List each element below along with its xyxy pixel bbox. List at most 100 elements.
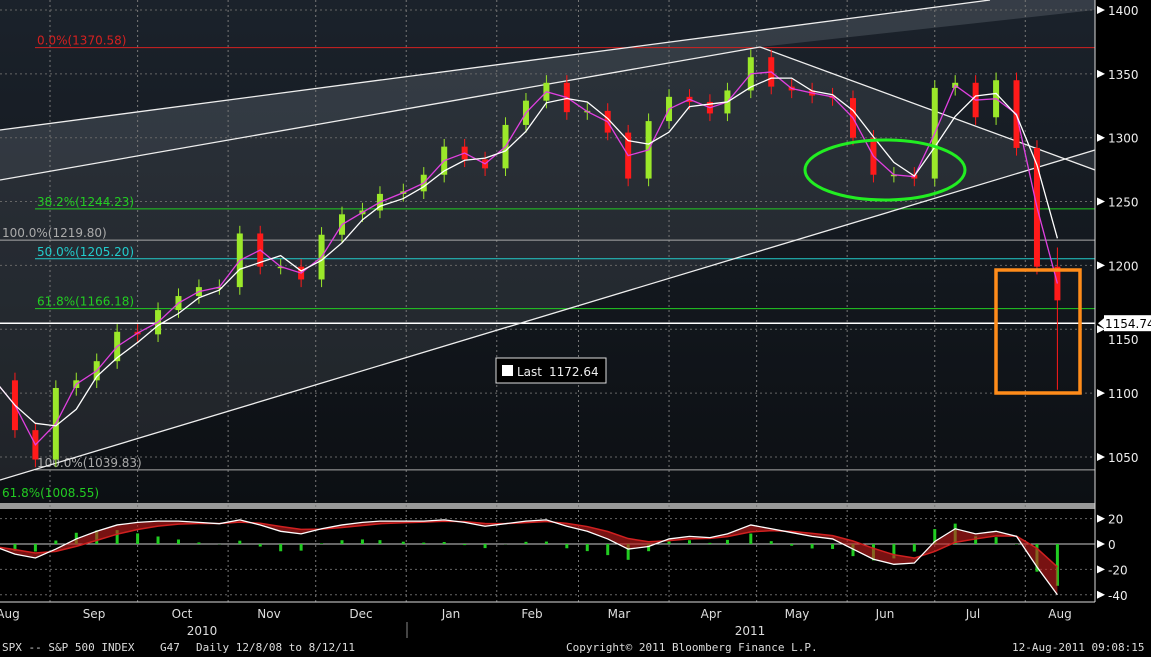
month-label: Aug [1048, 607, 1072, 621]
month-label: May [784, 607, 810, 621]
macd-histogram-bar [422, 542, 426, 544]
tick-marker [1097, 540, 1105, 548]
macd-histogram-bar [463, 544, 467, 546]
tick-marker [1097, 69, 1105, 78]
tick-marker [1097, 6, 1105, 14]
macd-histogram-bar [258, 544, 262, 547]
month-label: Sep [82, 607, 106, 621]
month-label: Jul [965, 607, 981, 621]
highlight-ellipse [803, 138, 967, 202]
macd-histogram-bar [994, 537, 998, 544]
month-label: Feb [521, 607, 543, 621]
tick-marker [1097, 197, 1105, 206]
macd-histogram-bar [13, 544, 17, 551]
channel-band-lower [0, 47, 1095, 480]
macd-histogram-bar [238, 540, 242, 544]
tick-marker [1097, 452, 1105, 461]
macd-histogram-bar [810, 544, 814, 549]
macd-histogram-bar [626, 544, 630, 560]
footer-ticker: SPX -- S&P 500 INDEX [2, 641, 135, 654]
month-label: Nov [257, 607, 281, 621]
month-label: Dec [349, 607, 373, 621]
moving-average-line [0, 77, 1059, 427]
fib-label: 50.0%(1205.20) [37, 245, 134, 259]
footer-timestamp: 12-Aug-2011 09:08:15 [1012, 641, 1145, 654]
macd-histogram-bar [831, 544, 835, 549]
macd-histogram-bar [176, 539, 180, 544]
y-tick-label: 1150 [1108, 333, 1139, 347]
y-tick-label: 1400 [1108, 4, 1139, 18]
year-label-2010: 2010 [186, 624, 218, 638]
candle-body [216, 287, 223, 289]
month-label: Aug [0, 607, 20, 621]
month-label: Apr [700, 607, 722, 621]
macd-histogram-bar [687, 540, 691, 544]
month-label: Oct [171, 607, 193, 621]
legend-swatch [502, 365, 513, 376]
macd-histogram-bar [299, 544, 303, 551]
tick-marker [1097, 565, 1105, 574]
current-price-tag [1104, 315, 1151, 332]
candle-body [277, 266, 284, 269]
macd-histogram-bar [197, 542, 201, 544]
macd-signal-line [0, 520, 1058, 568]
month-label: Jun [875, 607, 895, 621]
month-label: Jan [441, 607, 461, 621]
macd-histogram-bar [401, 541, 405, 544]
macd-histogram-bar [647, 544, 651, 552]
macd-tick-label: -20 [1108, 563, 1128, 577]
macd-histogram-bar [156, 536, 160, 544]
macd-tick-label: -40 [1108, 589, 1128, 603]
y-tick-label: 1100 [1108, 387, 1139, 401]
macd-histogram-bar [565, 544, 569, 549]
macd-fill [0, 519, 1058, 595]
legend-value: 1172.64 [549, 365, 599, 379]
macd-histogram-bar [708, 542, 712, 544]
macd-histogram-bar [725, 539, 729, 544]
tick-marker [1097, 514, 1105, 523]
legend-label: Last [517, 365, 542, 379]
macd-histogram-bar [933, 529, 937, 544]
y-tick-label: 1050 [1108, 451, 1139, 465]
fast-moving-average-line [0, 71, 1059, 446]
fib-label: 100.0%(1219.80) [2, 226, 107, 240]
tick-marker [1097, 389, 1105, 398]
macd-histogram-bar [54, 540, 58, 544]
footer-copyright: Copyright© 2011 Bloomberg Finance L.P. [566, 641, 818, 654]
macd-histogram-bar [585, 544, 589, 552]
panel-divider [0, 503, 1095, 509]
macd-histogram-bar [769, 541, 773, 544]
fib-label: 100.0%(1039.83) [37, 456, 142, 470]
macd-histogram-bar [912, 544, 916, 552]
fib-label: 38.2%(1244.23) [37, 195, 134, 209]
tick-marker [1097, 133, 1105, 142]
fib-label: 61.8%(1166.18) [37, 295, 134, 309]
trend-line-top [0, 0, 991, 131]
month-label: Mar [607, 607, 631, 621]
footer-period: Daily 12/8/08 to 8/12/11 [196, 641, 355, 654]
current-price-label: 1154.74 [1105, 317, 1151, 331]
tick-marker [1097, 590, 1105, 599]
macd-histogram-bar [974, 536, 978, 544]
price-marker-arrow [1098, 318, 1104, 329]
trend-line-lower [0, 149, 1096, 481]
macd-histogram-bar [136, 533, 140, 544]
macd-histogram-bar [483, 544, 487, 549]
tick-marker [1097, 325, 1105, 334]
macd-tick-label: 0 [1108, 538, 1116, 552]
macd-histogram-bar [851, 544, 855, 557]
fib-label: 0.0%(1370.58) [37, 34, 126, 48]
y-tick-label: 1200 [1108, 259, 1139, 273]
macd-histogram-bar [790, 544, 794, 546]
macd-histogram-bar [360, 539, 364, 544]
macd-histogram-bar [749, 533, 753, 544]
macd-histogram-bar [892, 544, 896, 559]
macd-histogram-bar [606, 544, 610, 556]
trend-line-upper [0, 46, 761, 181]
legend-box: Last 1172.64 [495, 357, 607, 384]
macd-line [0, 519, 1058, 596]
candle-body [890, 174, 897, 177]
macd-tick-label: 20 [1108, 513, 1123, 527]
macd-histogram-bar [33, 544, 37, 552]
